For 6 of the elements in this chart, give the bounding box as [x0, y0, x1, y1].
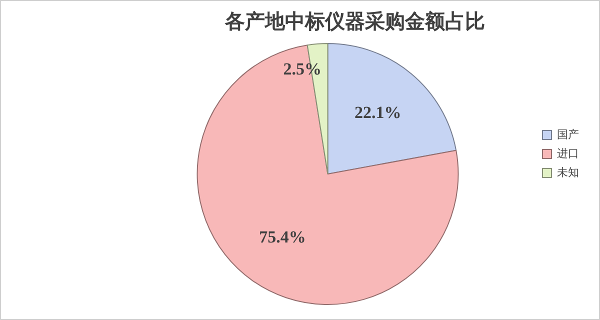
data-label: 75.4% [259, 227, 306, 246]
data-label: 22.1% [354, 103, 402, 122]
legend-label: 未知 [557, 166, 579, 179]
legend-label: 进口 [557, 146, 579, 160]
chart-title: 各产地中标仪器采购金额占比 [224, 10, 485, 34]
legend-label: 国产 [557, 128, 579, 141]
